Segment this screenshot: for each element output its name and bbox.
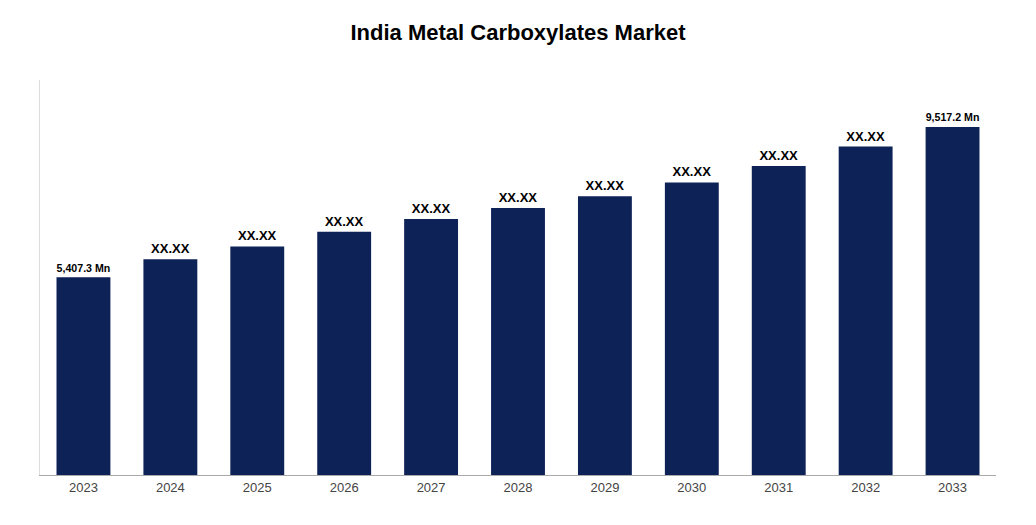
svg-text:XX.XX: XX.XX [673,164,712,179]
svg-text:XX.XX: XX.XX [759,148,798,163]
svg-text:2032: 2032 [851,480,880,495]
svg-text:2023: 2023 [69,480,98,495]
svg-text:XX.XX: XX.XX [586,178,625,193]
svg-text:2026: 2026 [330,480,359,495]
svg-text:2027: 2027 [417,480,446,495]
svg-text:XX.XX: XX.XX [499,190,538,205]
svg-text:2033: 2033 [938,480,967,495]
svg-text:5,407.3 Mn: 5,407.3 Mn [57,262,111,274]
svg-text:2031: 2031 [764,480,793,495]
svg-text:2029: 2029 [590,480,619,495]
svg-text:9,517.2 Mn: 9,517.2 Mn [926,111,980,123]
svg-text:2028: 2028 [504,480,533,495]
svg-text:XX.XX: XX.XX [151,241,190,256]
svg-text:XX.XX: XX.XX [238,228,277,243]
svg-text:XX.XX: XX.XX [846,129,885,144]
svg-text:2030: 2030 [677,480,706,495]
svg-text:2025: 2025 [243,480,272,495]
svg-text:2024: 2024 [156,480,185,495]
svg-text:XX.XX: XX.XX [412,201,451,216]
svg-text:XX.XX: XX.XX [325,214,364,229]
svg-text:India Metal Carboxylates Marke: India Metal Carboxylates Market [350,20,686,45]
